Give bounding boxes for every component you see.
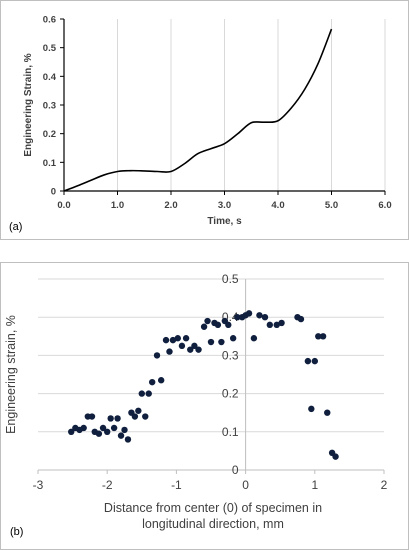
data-point (297, 315, 305, 323)
data-point (315, 333, 322, 340)
data-point (114, 415, 121, 422)
y-tick-label: 0 (51, 187, 56, 198)
data-point (273, 321, 280, 329)
data-point (95, 430, 103, 437)
data-point (278, 319, 285, 327)
x-tick-label: 3.0 (218, 200, 231, 211)
strain-time-chart: 0 0.1 0.2 0.3 0.4 0.5 0.6 0.0 1.0 2.0 3.0 4.0 5.0 6.0… (9, 15, 392, 234)
y-tick-label: 0.2 (43, 129, 56, 140)
data-point (117, 432, 125, 439)
x-tick-label: 0.0 (57, 200, 70, 211)
x-axis-label: longitudinal direction, mm (142, 517, 284, 531)
data-point (124, 436, 132, 443)
x-tick-label: 2 (381, 478, 388, 492)
data-point (256, 312, 263, 319)
chart-panel-b: -3 -2 -1 0 1 2 0 0.1 0.2 0.3 0.4 0.5 Distance from c… (0, 262, 409, 550)
data-point (229, 335, 237, 342)
data-point (157, 377, 165, 384)
data-point (110, 424, 118, 432)
data-point (200, 323, 208, 330)
data-point (182, 335, 190, 342)
data-point (80, 424, 87, 432)
data-point (214, 321, 222, 329)
data-point (319, 333, 327, 340)
data-point (250, 335, 258, 342)
panel-label: (a) (9, 221, 22, 233)
data-point (332, 453, 339, 460)
data-point (234, 314, 241, 321)
data-point (195, 346, 202, 353)
data-point (68, 428, 75, 435)
data-point (142, 413, 149, 420)
data-point (99, 424, 107, 432)
data-point (138, 390, 145, 397)
data-point (207, 338, 215, 346)
data-point (104, 428, 111, 435)
data-point (153, 352, 161, 359)
y-tick-label: 0.3 (43, 101, 56, 112)
data-point (261, 314, 269, 321)
y-axis-label: Engineering strain, % (4, 315, 18, 434)
data-point (324, 409, 331, 416)
data-point (88, 413, 96, 420)
y-tick-label: 0 (232, 463, 239, 477)
data-point (266, 321, 274, 329)
data-point (187, 346, 194, 353)
data-point (308, 405, 315, 413)
data-point (148, 378, 156, 386)
data-point (191, 342, 198, 350)
data-point (121, 426, 128, 434)
data-point (145, 390, 152, 397)
x-tick-label: 2.0 (164, 200, 177, 211)
x-tick-label: -1 (171, 478, 182, 492)
y-tick-label: 0.4 (43, 72, 57, 83)
strain-curve (63, 28, 333, 192)
y-tick-label: 0.2 (222, 387, 239, 401)
data-point (245, 310, 253, 317)
x-axis-label: Time, s (207, 216, 242, 227)
x-tick-label: -3 (33, 478, 44, 492)
data-point (107, 415, 114, 422)
data-point (178, 342, 186, 350)
data-point (174, 335, 181, 342)
y-tick-label: 0.1 (43, 158, 57, 169)
x-tick-label: 6.0 (378, 200, 391, 211)
y-tick-label: 0.6 (43, 15, 56, 26)
x-tick-label: 0 (242, 478, 249, 492)
data-point (166, 348, 173, 355)
data-point (131, 413, 139, 420)
data-point (135, 407, 142, 414)
y-tick-label: 0.1 (222, 425, 239, 439)
data-point (169, 336, 177, 344)
data-point (204, 317, 211, 325)
data-point (225, 321, 232, 329)
x-tick-label: 4.0 (271, 200, 284, 211)
x-tick-label: 5.0 (325, 200, 338, 211)
y-tick-label: 0.3 (222, 348, 239, 362)
x-axis-label: Distance from center (0) of specimen in (104, 501, 322, 515)
data-point (162, 336, 170, 344)
y-axis-label: Engineering Strain, % (23, 53, 34, 156)
y-tick-label: 0.5 (222, 272, 239, 286)
data-point (304, 357, 312, 365)
data-point (218, 338, 225, 346)
x-tick-label: -2 (102, 478, 113, 492)
panel-label: (b) (10, 526, 23, 538)
x-tick-label: 1 (311, 478, 318, 492)
data-point (311, 357, 318, 365)
y-tick-label: 0.5 (43, 43, 57, 54)
chart-panel-a: 0 0.1 0.2 0.3 0.4 0.5 0.6 0.0 1.0 2.0 3.0 4.0 5.0 6.0… (0, 0, 409, 240)
x-tick-label: 1.0 (111, 200, 124, 211)
